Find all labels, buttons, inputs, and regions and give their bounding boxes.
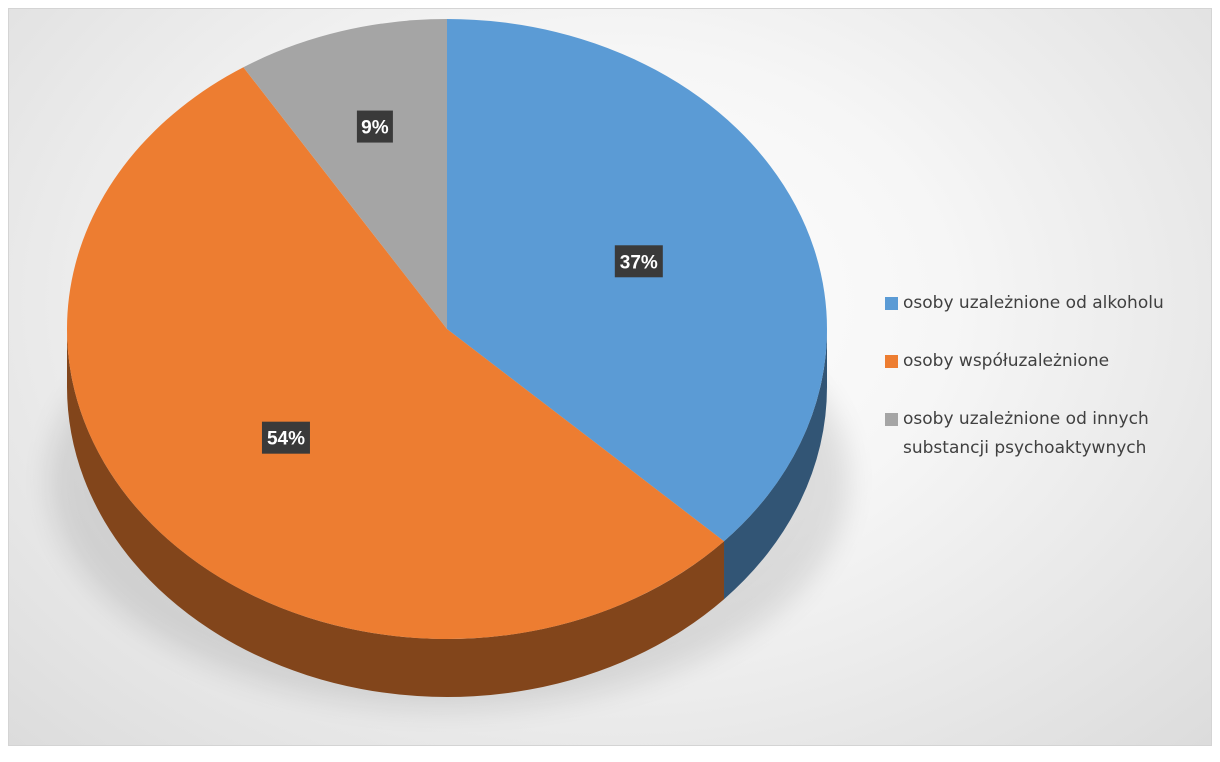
data-label-box [614,245,663,278]
pie-slice-other-substances[interactable] [243,19,447,329]
legend-label: osoby współuzależnione [903,351,1110,371]
data-label-other-substances: 9% [356,110,393,143]
legend: osoby uzależnione od alkoholu osoby wspó… [885,289,1211,492]
legend-swatch-other-substances [885,413,898,426]
chart-area: 37% 54% 9% osoby uzależnione od alkoholu o… [8,8,1212,746]
pie-slice-alcohol[interactable] [447,19,827,542]
pie-slice-codependent[interactable] [66,67,725,639]
data-label-text: 54% [267,429,305,450]
data-label-alcohol: 37% [614,245,663,278]
legend-item-codependent[interactable]: osoby współuzależnione [885,347,1211,376]
data-label-text: 37% [620,252,658,273]
legend-swatch-alcohol [885,297,898,310]
pie-chart: 37% 54% 9% [49,19,849,709]
data-label-codependent: 54% [261,421,310,454]
data-label-box [261,421,310,454]
data-label-box [356,110,393,143]
pie-slices [66,19,827,639]
pie-side-alcohol [724,329,827,600]
data-label-text: 9% [361,118,389,139]
pie-data-labels: 37% 54% 9% [261,110,663,454]
legend-label: osoby uzależnione od innych substancji p… [903,409,1149,458]
legend-item-other-substances[interactable]: osoby uzależnione od innych substancji p… [885,405,1211,463]
legend-label: osoby uzależnione od alkoholu [903,293,1164,313]
pie-sides [67,329,827,697]
pie-side-codependent [67,329,725,697]
legend-swatch-codependent [885,355,898,368]
legend-item-alcohol[interactable]: osoby uzależnione od alkoholu [885,289,1211,318]
